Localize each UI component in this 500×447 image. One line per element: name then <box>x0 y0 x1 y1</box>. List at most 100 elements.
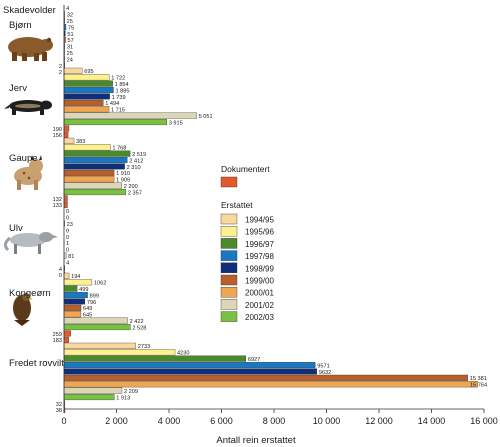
data-label-ulv-2002-03: 4 <box>66 260 69 266</box>
x-tick-label: 16 000 <box>470 416 498 426</box>
bar-gaupe-1999-00 <box>63 169 115 176</box>
documented-label-gaupe-1: 132 <box>53 197 62 203</box>
bar-fredet-rovvilt-1998-99 <box>63 368 318 375</box>
documented-label-ulv-2: 0 <box>59 273 62 279</box>
bar-fredet-rovvilt-1999-00 <box>63 374 468 381</box>
bar-kongeørn-1997-98 <box>63 292 88 299</box>
legend-label-1998-99: 1998/99 <box>245 264 274 273</box>
documented-label-jerv-1: 190 <box>53 127 62 133</box>
documented-label-fredet-rovvilt-2: 38 <box>56 408 62 414</box>
documented-bar-kongeørn-1 <box>63 330 71 337</box>
documented-bar-kongeørn-2 <box>63 336 69 343</box>
category-label-bjørn: Bjørn <box>9 20 32 31</box>
legend-label-1994-95: 1994/95 <box>245 216 274 225</box>
data-label-gaupe-2002-03: 2 357 <box>128 190 142 196</box>
bar-fredet-rovvilt-2000-01 <box>63 381 478 388</box>
golden-eagle-icon <box>13 293 33 326</box>
data-label-bjørn-1995-96: 32 <box>67 13 73 19</box>
documented-label-jerv-2: 156 <box>53 133 62 139</box>
data-label-gaupe-2000-01: 1 909 <box>116 178 130 184</box>
legend-label-2001-02: 2001/02 <box>245 301 274 310</box>
legend-label-1997-98: 1997/98 <box>245 252 274 261</box>
data-label-fredet-rovvilt-2000-01: 15 764 <box>470 383 487 389</box>
x-tick-label: 10 000 <box>313 416 341 426</box>
bar-jerv-2002-03 <box>63 119 167 126</box>
data-label-kongeørn-2002-03: 2 528 <box>132 325 146 331</box>
documented-label-bjørn-1: 2 <box>59 64 62 70</box>
data-label-bjørn-1999-00: 57 <box>67 38 73 44</box>
data-label-jerv-2001-02: 5 051 <box>199 114 213 120</box>
x-tick-label: 0 <box>61 416 66 426</box>
bar-kongeørn-2000-01 <box>63 311 82 318</box>
bar-kongeørn-1994-95 <box>63 272 70 279</box>
data-label-fredet-rovvilt-1996-97: 6927 <box>248 357 260 363</box>
bar-jerv-2000-01 <box>63 106 110 113</box>
data-label-kongeørn-2000-01: 645 <box>83 313 92 319</box>
data-label-bjørn-2002-03: 24 <box>67 57 73 63</box>
bar-gaupe-2001-02 <box>63 182 122 189</box>
bar-jerv-1998-99 <box>63 93 110 100</box>
bar-jerv-1999-00 <box>63 99 104 106</box>
data-label-bjørn-1996-97: 25 <box>67 19 73 25</box>
x-tick-label: 2 000 <box>105 416 128 426</box>
legend-label-2000-01: 2000/01 <box>245 289 274 298</box>
bar-gaupe-1996-97 <box>63 150 131 157</box>
legend-swatch-1994-95 <box>220 213 238 225</box>
category-label-gaupe: Gaupe <box>9 153 38 164</box>
data-label-gaupe-1995-96: 1 768 <box>112 146 126 152</box>
legend-swatch-2001-02 <box>220 299 238 310</box>
data-label-fredet-rovvilt-2001-02: 2 209 <box>124 389 138 395</box>
data-label-gaupe-2001-02: 2 200 <box>124 184 138 190</box>
x-tick-label: 12 000 <box>365 416 393 426</box>
legend: Dokumentert Erstattet 1994/95 1995/96 1996/9… <box>220 164 274 322</box>
data-label-jerv-1994-95: 695 <box>84 69 93 75</box>
legend-swatch-2000-01 <box>220 287 238 298</box>
data-label-jerv-2002-03: 3 915 <box>169 120 183 126</box>
legend-label-2002-03: 2002/03 <box>245 313 274 322</box>
legend-swatch-1996-97 <box>220 238 238 249</box>
data-label-gaupe-1998-99: 2 310 <box>127 165 141 171</box>
documented-label-bjørn-2: 2 <box>59 70 62 76</box>
category-label-ulv: Ulv <box>9 223 23 234</box>
data-label-ulv-2001-02: 81 <box>68 254 74 260</box>
documented-label-ulv-1: 4 <box>59 267 62 273</box>
data-label-kongeørn-1997-98: 899 <box>90 293 99 299</box>
data-label-ulv-1994-95: 0 <box>66 209 69 215</box>
bar-kongeørn-2002-03 <box>63 324 131 331</box>
data-label-gaupe-1999-00: 1 910 <box>116 171 130 177</box>
legend-swatch-1998-99 <box>220 262 238 273</box>
bar-fredet-rovvilt-1997-98 <box>63 362 316 369</box>
x-tick-label: 14 000 <box>418 416 446 426</box>
data-label-fredet-rovvilt-1997-98: 9571 <box>317 363 329 369</box>
data-label-ulv-1999-00: 1 <box>66 241 69 247</box>
legend-swatch-2002-03 <box>220 311 238 322</box>
legend-swatch-1999-00 <box>220 274 238 286</box>
data-label-bjørn-2000-01: 31 <box>67 45 73 51</box>
data-label-jerv-1998-99: 1 739 <box>112 95 126 101</box>
bar-gaupe-2000-01 <box>63 176 115 183</box>
documented-bar-jerv-1 <box>63 125 70 132</box>
bar-jerv-1997-98 <box>63 87 114 94</box>
data-label-kongeørn-1995-96: 1062 <box>94 281 106 287</box>
bar-fredet-rovvilt-1996-97 <box>63 355 247 362</box>
data-label-bjørn-1997-98: 75 <box>68 25 74 31</box>
bar-jerv-1995-96 <box>63 74 110 81</box>
bar-jerv-1994-95 <box>63 67 83 74</box>
data-label-kongeørn-1994-95: 194 <box>71 274 80 280</box>
data-label-ulv-1995-96: 0 <box>66 216 69 222</box>
bear-icon <box>8 37 53 61</box>
data-label-jerv-1996-97: 1 854 <box>115 82 129 88</box>
data-label-ulv-1996-97: 23 <box>67 222 73 228</box>
legend-label-1996-97: 1996/97 <box>245 240 274 249</box>
legend-compensated-title: Erstattet <box>221 200 253 210</box>
documented-label-gaupe-2: 133 <box>53 203 62 209</box>
data-label-fredet-rovvilt-1994-95: 2733 <box>138 344 150 350</box>
legend-swatch-1995-96 <box>220 225 238 237</box>
bar-fredet-rovvilt-2002-03 <box>63 394 115 401</box>
documented-label-kongeørn-2: 183 <box>53 338 62 344</box>
x-tick-label: 6 000 <box>210 416 233 426</box>
chart-title: Skadevolder <box>3 5 56 16</box>
data-label-fredet-rovvilt-2002-03: 1 913 <box>116 395 130 401</box>
data-label-gaupe-1997-98: 2 412 <box>129 158 143 164</box>
